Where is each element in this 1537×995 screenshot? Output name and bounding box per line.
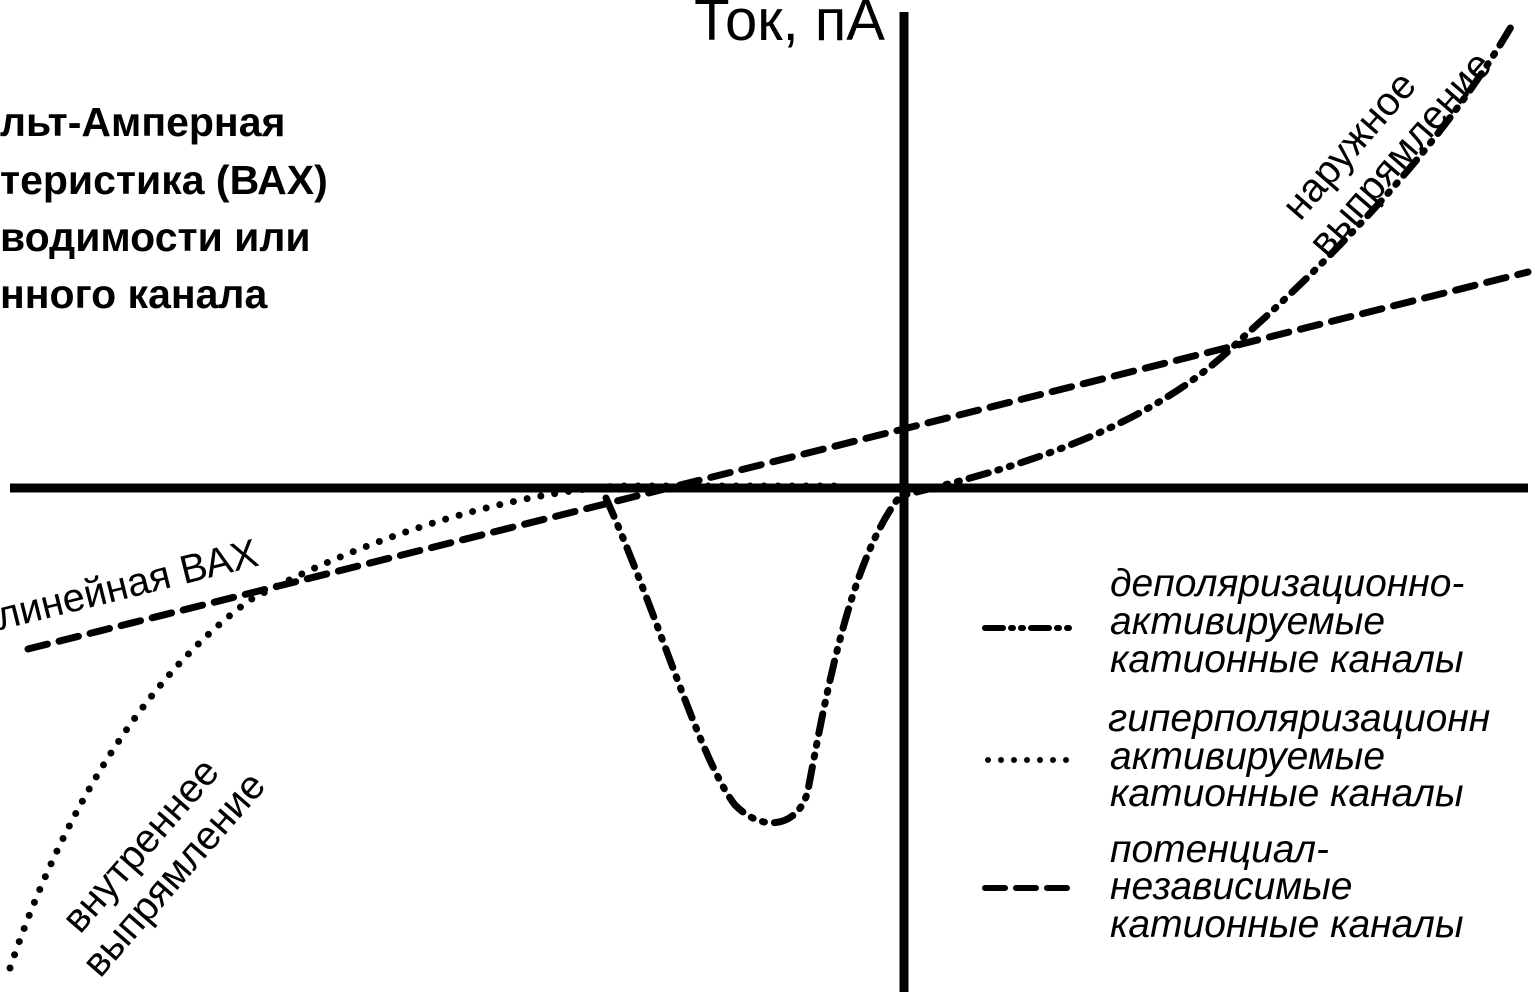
legend-item-depolarization: деполяризационно- активируемые катионные… (982, 562, 1464, 681)
legend: деполяризационно- активируемые катионные… (982, 562, 1490, 946)
title-line-4: нного канала (0, 271, 268, 317)
y-axis-label: Ток, пА (694, 0, 885, 53)
legend-hyper-line-2: активируемые (1110, 735, 1385, 778)
legend-indep-line-1: потенциал- (1110, 828, 1329, 871)
curve-hyperpolarization-activated (6, 482, 844, 972)
legend-indep-line-2: независимые (1110, 865, 1352, 908)
legend-depol-line-1: деполяризационно- (1110, 562, 1464, 605)
legend-item-hyperpolarization: гиперполяризационн активируемые катионны… (985, 697, 1490, 815)
legend-hyper-line-1: гиперполяризационн (1108, 697, 1490, 740)
legend-hyper-line-3: катионные каналы (1110, 772, 1464, 815)
legend-depol-line-3: катионные каналы (1110, 638, 1464, 681)
curve-depolarization-activated (602, 16, 1519, 827)
legend-item-potential-independent: потенциал- независимые катионные каналы (982, 828, 1464, 946)
label-outward-rectification: наружное выпрямление (1274, 43, 1501, 264)
title-line-3: водимости или (0, 214, 311, 260)
legend-depol-line-2: активируемые (1110, 600, 1385, 643)
diagram-title: льт-Амперная теристика (ВАХ) водимости и… (0, 99, 328, 317)
title-line-2: теристика (ВАХ) (0, 157, 328, 203)
title-line-1: льт-Амперная (0, 99, 285, 145)
label-inward-rectification: внутреннее выпрямление (54, 750, 275, 985)
legend-indep-line-3: катионные каналы (1110, 903, 1464, 946)
